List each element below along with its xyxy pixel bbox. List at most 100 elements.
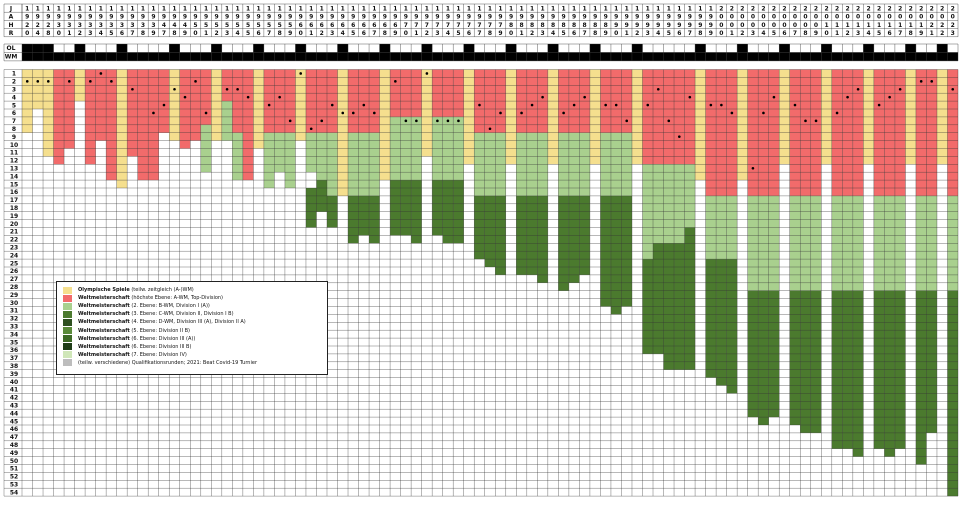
year-digit: 6 bbox=[383, 22, 387, 29]
cell-division-3 bbox=[305, 188, 317, 228]
wm-mark bbox=[64, 52, 75, 61]
year-digit: 7 bbox=[267, 30, 271, 37]
year-digit: 1 bbox=[540, 6, 544, 13]
year-digit: 1 bbox=[646, 6, 650, 13]
year-digit: 4 bbox=[761, 30, 765, 37]
rank-dot bbox=[888, 95, 891, 99]
rank-dot bbox=[604, 103, 607, 107]
rank-dot bbox=[204, 111, 208, 115]
row-number: 42 bbox=[10, 395, 18, 402]
row-number: 13 bbox=[10, 166, 18, 173]
year-digit: 7 bbox=[162, 30, 166, 37]
year-digit: 6 bbox=[393, 22, 397, 29]
wm-mark bbox=[610, 52, 622, 61]
year-digit: 8 bbox=[172, 30, 176, 37]
year-digit: 9 bbox=[162, 14, 166, 21]
year-digit: 7 bbox=[477, 30, 481, 37]
rank-dot bbox=[25, 80, 29, 83]
legend-item: Weltmeisterschaft (6. Ebene: Division II… bbox=[63, 335, 321, 343]
ol-mark bbox=[43, 44, 54, 53]
row-number: 41 bbox=[10, 387, 18, 394]
cell-olympia bbox=[116, 69, 128, 188]
year-digit: 3 bbox=[120, 22, 124, 29]
row-number: 38 bbox=[10, 363, 18, 370]
legend-label: Weltmeisterschaft (5. Ebene: Division II… bbox=[78, 327, 190, 334]
year-digit: 3 bbox=[88, 30, 92, 37]
year-digit: 9 bbox=[709, 22, 713, 29]
year-digit: 9 bbox=[414, 14, 418, 21]
row-number: 30 bbox=[10, 300, 18, 307]
rank-dot bbox=[362, 103, 366, 107]
year-digit: 6 bbox=[341, 22, 345, 29]
cell-top-division bbox=[127, 69, 138, 157]
year-digit: 9 bbox=[383, 14, 387, 21]
rank-dot bbox=[772, 95, 776, 99]
year-digit: 9 bbox=[635, 22, 639, 29]
rank-dot bbox=[183, 95, 187, 99]
rank-dot bbox=[572, 103, 576, 107]
year-digit: 9 bbox=[214, 14, 218, 21]
year-digit: 5 bbox=[225, 22, 229, 29]
wm-mark bbox=[905, 52, 916, 61]
year-digit: 6 bbox=[677, 30, 681, 37]
row-number: 49 bbox=[10, 450, 18, 457]
year-digit: 2 bbox=[46, 22, 50, 29]
year-digit: 1 bbox=[635, 6, 639, 13]
row-number: 22 bbox=[10, 237, 18, 244]
row-number: 28 bbox=[10, 284, 18, 291]
year-digit: 5 bbox=[257, 22, 261, 29]
year-digit: 7 bbox=[898, 30, 902, 37]
row-number: 34 bbox=[10, 331, 18, 338]
year-digit: 1 bbox=[498, 6, 502, 13]
ol-mark bbox=[936, 44, 948, 53]
year-digit: 2 bbox=[25, 22, 29, 29]
rank-dot bbox=[131, 87, 134, 91]
legend-item: Weltmeisterschaft (6. Ebene: Division II… bbox=[63, 343, 321, 351]
rank-dot bbox=[793, 103, 797, 107]
wm-mark bbox=[179, 52, 191, 61]
row-number: 26 bbox=[10, 268, 18, 275]
year-digit: 0 bbox=[919, 14, 923, 21]
row-number: 37 bbox=[10, 355, 18, 362]
year-digit: 3 bbox=[856, 30, 860, 37]
year-digit: 1 bbox=[709, 6, 713, 13]
row-number: 4 bbox=[12, 94, 16, 101]
legend-item: Weltmeisterschaft (2. Ebene: B-WM, Divis… bbox=[63, 302, 321, 310]
row-number: 46 bbox=[10, 426, 18, 433]
year-digit: 8 bbox=[572, 22, 576, 29]
row-number: 27 bbox=[10, 276, 18, 283]
legend-swatch bbox=[63, 286, 72, 294]
cell-division-2 bbox=[274, 132, 285, 173]
year-digit: 0 bbox=[772, 14, 776, 21]
year-digit: 5 bbox=[456, 30, 460, 37]
year-digit: 1 bbox=[109, 6, 113, 13]
rank-dot bbox=[99, 72, 103, 75]
row-number: 23 bbox=[10, 245, 18, 252]
row-number: 54 bbox=[10, 489, 18, 496]
year-digit: 1 bbox=[225, 6, 229, 13]
legend-item: Weltmeisterschaft (4. Ebene: D-WM, Divis… bbox=[63, 318, 321, 326]
year-digit: 0 bbox=[509, 30, 513, 37]
cell-division-2 bbox=[284, 132, 296, 188]
wm-mark bbox=[474, 52, 485, 61]
year-digit: 0 bbox=[761, 22, 765, 29]
wm-mark bbox=[526, 52, 538, 61]
year-digit: 9 bbox=[667, 14, 671, 21]
ol-mark bbox=[737, 44, 748, 53]
year-digit: 1 bbox=[246, 6, 250, 13]
row-number: 14 bbox=[10, 173, 18, 180]
rank-dot bbox=[309, 127, 313, 131]
year-digit: 4 bbox=[236, 30, 240, 37]
year-digit: 1 bbox=[236, 6, 240, 13]
year-digit: 9 bbox=[288, 30, 292, 37]
cell-division-3 bbox=[884, 290, 895, 457]
wm-mark bbox=[568, 52, 580, 61]
wm-mark bbox=[821, 52, 832, 61]
wm-mark bbox=[936, 52, 948, 61]
year-digit: 8 bbox=[509, 22, 513, 29]
wm-mark bbox=[106, 52, 117, 61]
year-digit: 0 bbox=[814, 22, 818, 29]
legend-label: Weltmeisterschaft (2. Ebene: B-WM, Divis… bbox=[78, 303, 210, 310]
year-digit: 1 bbox=[309, 6, 313, 13]
year-digit: 1 bbox=[351, 6, 355, 13]
